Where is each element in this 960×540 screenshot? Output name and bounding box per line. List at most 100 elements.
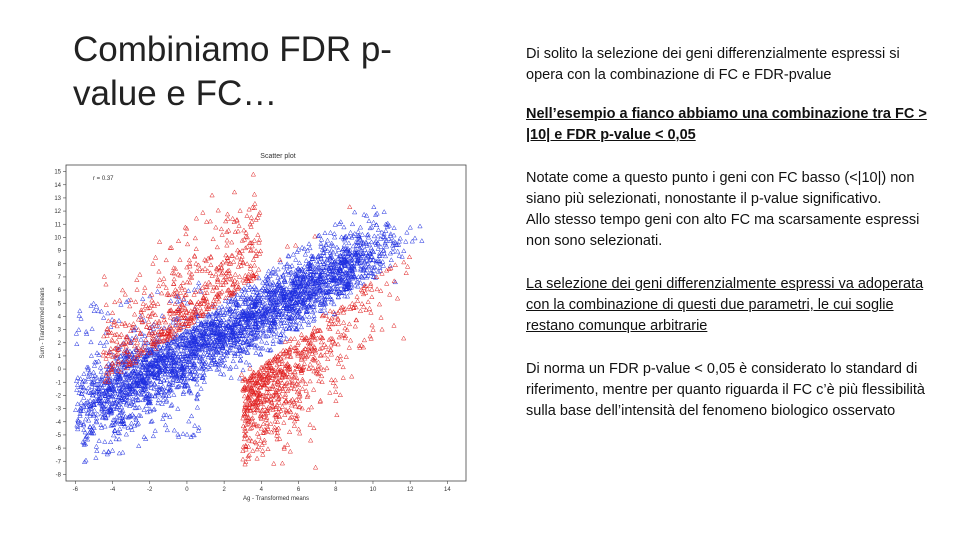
point-not-selected	[150, 433, 156, 439]
point-not-selected	[217, 349, 224, 355]
point-not-selected	[127, 374, 133, 380]
point-not-selected	[251, 303, 257, 309]
point-not-selected	[187, 342, 193, 348]
point-selected	[284, 388, 291, 393]
point-not-selected	[176, 348, 182, 354]
point-not-selected	[364, 242, 370, 248]
point-selected	[269, 403, 275, 408]
point-selected	[346, 321, 352, 327]
point-not-selected	[223, 332, 229, 338]
point-not-selected	[270, 341, 276, 346]
point-not-selected	[140, 386, 147, 392]
point-not-selected	[151, 407, 157, 412]
point-selected	[242, 386, 248, 391]
point-selected	[123, 343, 129, 349]
point-not-selected	[176, 316, 182, 322]
point-not-selected	[283, 305, 289, 311]
point-not-selected	[170, 379, 176, 385]
point-not-selected	[260, 332, 266, 338]
point-not-selected	[143, 359, 150, 365]
point-selected	[110, 354, 116, 359]
point-selected	[242, 425, 248, 431]
point-not-selected	[194, 350, 200, 356]
point-selected	[156, 239, 163, 244]
point-selected	[334, 412, 340, 418]
point-not-selected	[74, 382, 81, 387]
point-not-selected	[138, 385, 144, 391]
point-selected	[186, 315, 192, 321]
point-selected	[192, 289, 199, 294]
point-not-selected	[307, 279, 313, 284]
point-selected	[335, 309, 341, 315]
point-not-selected	[395, 248, 401, 254]
point-not-selected	[93, 303, 100, 309]
point-selected	[287, 369, 293, 374]
point-not-selected	[287, 283, 293, 289]
point-not-selected	[74, 341, 80, 347]
point-not-selected	[295, 246, 302, 252]
point-selected	[291, 374, 297, 380]
point-selected	[312, 464, 319, 470]
point-not-selected	[241, 313, 248, 318]
point-not-selected	[194, 404, 201, 410]
point-selected	[244, 234, 250, 240]
point-not-selected	[175, 383, 181, 389]
point-selected	[204, 298, 210, 304]
point-not-selected	[173, 364, 179, 369]
point-not-selected	[312, 273, 318, 279]
point-selected	[274, 436, 280, 442]
point-not-selected	[417, 223, 423, 229]
point-selected	[308, 437, 314, 443]
point-not-selected	[151, 361, 157, 367]
point-not-selected	[220, 343, 226, 349]
point-selected	[349, 300, 355, 306]
point-selected	[194, 301, 200, 306]
point-not-selected	[181, 371, 187, 377]
point-not-selected	[88, 352, 94, 358]
point-selected	[272, 418, 278, 424]
point-not-selected	[180, 348, 187, 354]
point-not-selected	[88, 426, 95, 432]
point-not-selected	[370, 219, 377, 225]
point-selected	[126, 322, 132, 328]
point-selected	[353, 304, 359, 310]
point-not-selected	[97, 395, 104, 400]
point-not-selected	[272, 270, 278, 276]
point-not-selected	[370, 274, 377, 279]
point-selected	[279, 403, 285, 409]
point-not-selected	[197, 359, 204, 364]
point-selected	[309, 334, 316, 340]
point-not-selected	[315, 269, 322, 274]
point-not-selected	[222, 340, 228, 346]
point-not-selected	[107, 407, 113, 413]
point-not-selected	[93, 415, 100, 421]
point-selected	[292, 348, 298, 354]
point-not-selected	[113, 436, 119, 442]
point-not-selected	[230, 358, 236, 364]
point-not-selected	[125, 353, 131, 358]
point-selected	[327, 347, 334, 352]
point-selected	[186, 257, 193, 263]
point-selected	[175, 271, 181, 277]
point-not-selected	[109, 421, 115, 427]
point-not-selected	[121, 392, 127, 398]
point-selected	[176, 324, 182, 330]
point-not-selected	[135, 371, 142, 376]
point-selected	[203, 308, 209, 314]
point-not-selected	[376, 259, 382, 265]
point-not-selected	[314, 296, 321, 302]
point-selected	[274, 373, 280, 379]
point-not-selected	[168, 403, 174, 408]
point-not-selected	[237, 320, 243, 326]
point-selected	[157, 336, 163, 342]
point-selected	[315, 363, 321, 369]
point-not-selected	[189, 358, 195, 363]
point-selected	[295, 341, 301, 347]
point-not-selected	[260, 330, 267, 336]
point-not-selected	[401, 248, 407, 253]
point-not-selected	[291, 315, 298, 321]
paragraph-example: Nell’esempio a fianco abbiamo una combin…	[526, 106, 927, 143]
point-not-selected	[157, 344, 163, 350]
point-selected	[235, 247, 241, 253]
point-not-selected	[178, 377, 184, 383]
